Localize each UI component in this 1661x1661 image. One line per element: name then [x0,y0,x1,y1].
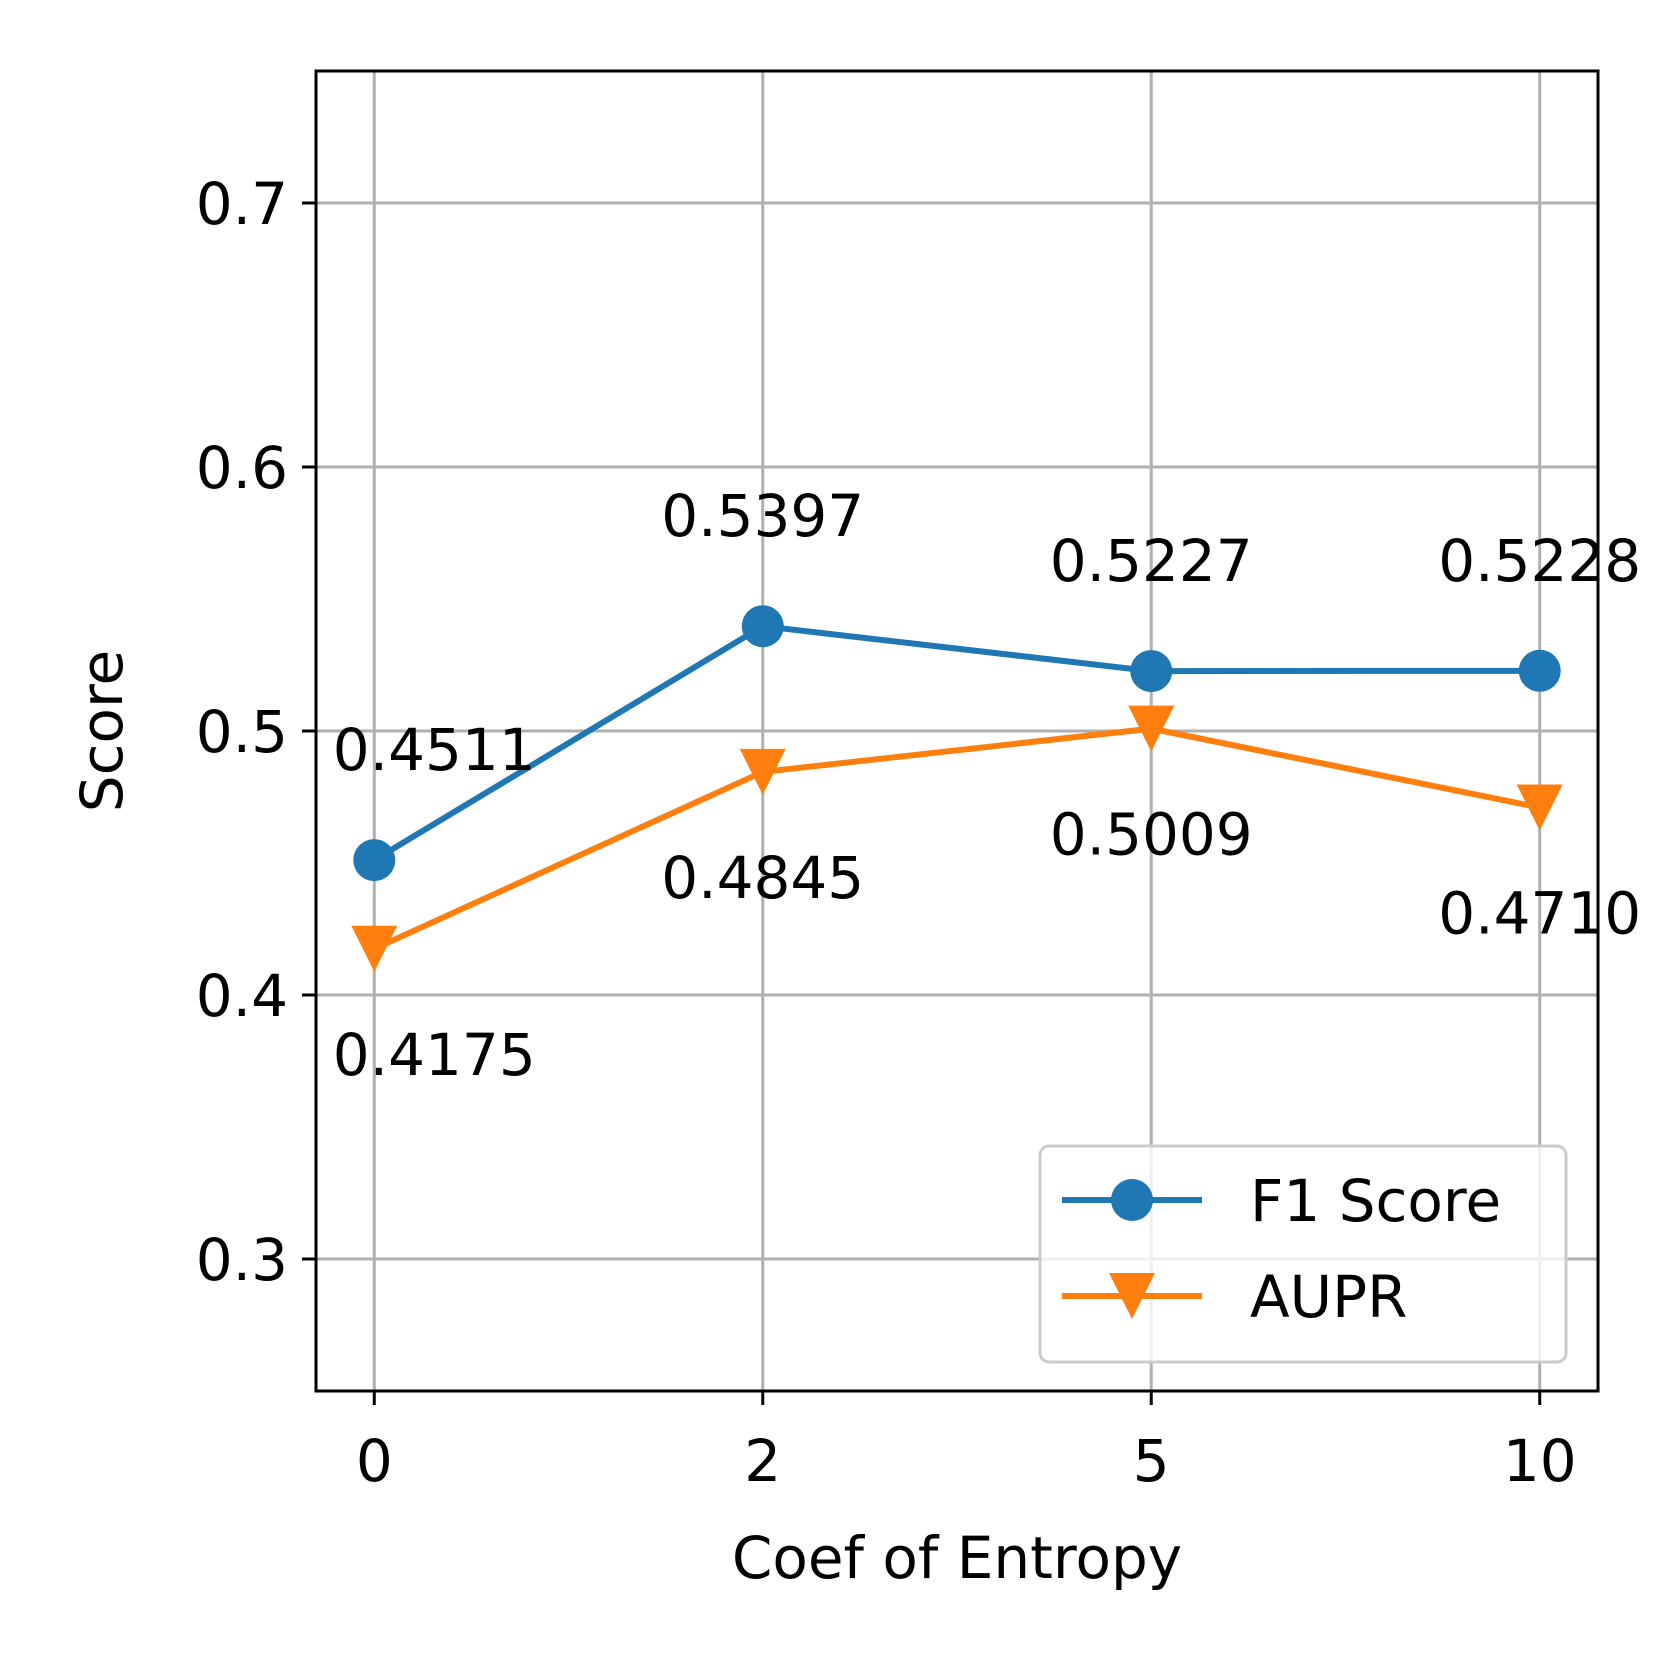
data-point [1130,650,1173,693]
data-label: 0.4175 [333,1021,536,1089]
data-label: 0.5228 [1438,527,1641,595]
data-label: 0.5009 [1050,801,1253,869]
series-line [373,725,1541,952]
data-label: 0.4845 [661,844,864,912]
x-tick-label: 2 [744,1427,781,1495]
x-tick-label: 0 [356,1427,393,1495]
series-line [372,623,1540,863]
legend-label: AUPR [1250,1263,1407,1331]
legend-marker [1109,1273,1155,1319]
data-point [739,748,786,795]
data-label: 0.5227 [1050,527,1253,595]
series-f1-score: 0.4511 0.5397 0.5227 0.5228 [333,482,1641,882]
legend-marker [1111,1179,1153,1221]
data-point [1518,649,1561,692]
x-tick-label: 5 [1133,1427,1170,1495]
y-tick-label: 0.5 [196,698,288,766]
data-point [1516,784,1563,831]
y-tick-label: 0.6 [196,434,288,502]
legend-entry: AUPR [1062,1263,1407,1331]
y-tick-label: 0.3 [196,1226,288,1294]
series-aupr: 0.4175 0.4845 0.5009 0.4710 [333,705,1641,1089]
y-tick-label: 0.7 [196,170,288,238]
legend-entries: F1 Score AUPR [1062,1167,1501,1331]
data-label: 0.4710 [1438,880,1641,948]
legend: F1 Score AUPR [1038,1144,1568,1364]
data-label: 0.4511 [333,716,536,784]
legend-label: F1 Score [1250,1167,1501,1235]
axes: 0 2 5 10 0.3 0.4 0.5 0.6 0.7 [196,170,1577,1495]
data-point [741,605,784,648]
y-axis-label: Score [68,650,136,812]
data-point [351,925,398,972]
y-tick-label: 0.4 [196,962,288,1030]
x-tick-label: 10 [1503,1427,1577,1495]
legend-entry: F1 Score [1062,1167,1501,1235]
data-point [353,839,396,882]
series-layer: 0.4511 0.5397 0.5227 0.5228 0.4175 0.4845 0.50… [333,482,1641,1089]
data-label: 0.5397 [661,482,864,550]
x-axis-label: Coef of Entropy [732,1524,1182,1592]
grid [316,71,1598,1391]
data-point [1128,705,1175,752]
